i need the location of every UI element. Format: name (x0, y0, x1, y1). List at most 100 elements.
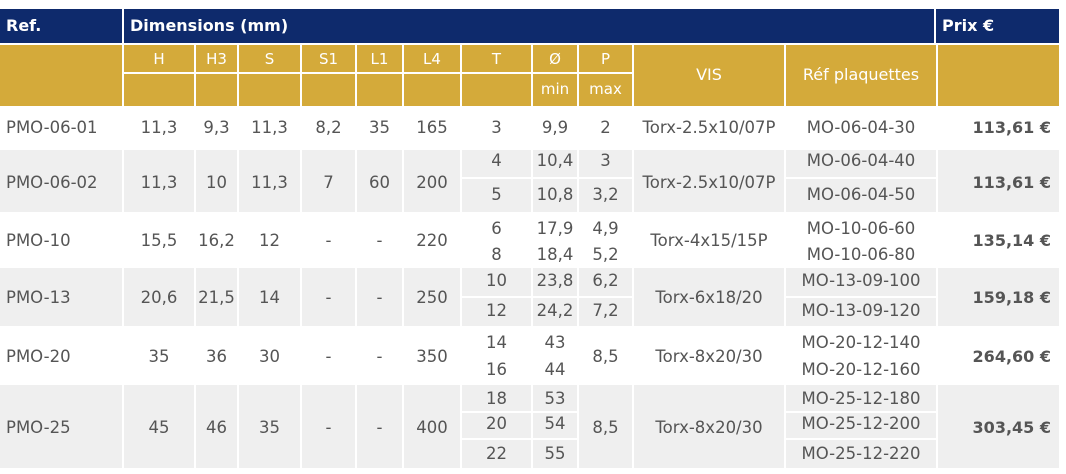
cell-diam: 43 (544, 333, 566, 352)
cell-T: 10 (486, 271, 507, 290)
cell-H: 20,6 (140, 288, 178, 307)
cell-P: 8,5 (592, 347, 619, 366)
row-ref: PMO-06-02 (6, 173, 98, 192)
cell-T: 22 (486, 444, 507, 463)
row-ref: PMO-06-01 (6, 118, 98, 137)
cell-P: 3,2 (592, 185, 619, 204)
cell-plaquette: MO-10-06-80 (806, 245, 916, 264)
cell-plaquette: MO-13-09-100 (801, 271, 921, 290)
subheader-split (124, 72, 634, 74)
row-bg (0, 385, 1059, 468)
cell-plaquette: MO-25-12-220 (801, 444, 921, 463)
cell-T: 4 (491, 151, 502, 170)
col-plaquettes: Réf plaquettes (802, 65, 920, 84)
col-vis: VIS (696, 65, 722, 84)
cell-price: 264,60 € (972, 347, 1051, 366)
cell-H: 11,3 (140, 173, 178, 192)
cell-S: 35 (259, 418, 280, 437)
cell-diam: 18,4 (536, 245, 574, 264)
cell-S: 30 (259, 347, 280, 366)
col-L4: L4 (423, 50, 441, 68)
cell-S: 11,3 (251, 173, 288, 192)
cell-plaquette: MO-13-09-120 (801, 301, 921, 320)
row-bg (0, 150, 1059, 212)
cell-L1: - (376, 418, 383, 437)
cell-L4: 350 (416, 347, 448, 366)
cell-T: 3 (491, 118, 502, 137)
cell-L4: 250 (416, 288, 448, 307)
cell-H: 15,5 (140, 231, 178, 250)
cell-S1: - (325, 288, 332, 307)
cell-P: 5,2 (592, 245, 619, 264)
col-L1: L1 (370, 50, 389, 68)
cell-S1: - (325, 231, 332, 250)
header-ref: Ref. (0, 9, 122, 43)
cell-P: 6,2 (592, 271, 619, 290)
cell-L4: 165 (416, 118, 448, 137)
cell-price: 303,45 € (972, 418, 1051, 437)
cell-plaquette: MO-25-12-180 (801, 389, 921, 408)
cell-T: 6 (491, 219, 502, 238)
row-ref: PMO-10 (6, 231, 71, 250)
row-ref: PMO-25 (6, 418, 71, 437)
cell-diam: 10,8 (536, 185, 574, 204)
cell-S: 11,3 (251, 118, 288, 137)
cell-P: 3 (600, 151, 611, 170)
col-diam: Ø (549, 50, 561, 68)
cell-H: 45 (148, 418, 170, 437)
cell-vis: Torx-8x20/30 (655, 418, 763, 437)
cell-vis: Torx-8x20/30 (655, 347, 763, 366)
cell-diam: 17,9 (536, 219, 574, 238)
cell-P: 4,9 (592, 219, 619, 238)
cell-L4: 400 (416, 418, 448, 437)
col-P-max: max (589, 80, 622, 98)
cell-price: 159,18 € (972, 288, 1051, 307)
header-dimensions: Dimensions (mm) (124, 9, 934, 43)
cell-T: 14 (486, 333, 507, 352)
col-H3: H3 (206, 50, 227, 68)
cell-plaquette: MO-06-04-50 (806, 185, 916, 204)
cell-S1: - (325, 347, 332, 366)
cell-diam: 54 (544, 414, 566, 433)
row-ref: PMO-20 (6, 347, 71, 366)
cell-P: 2 (600, 118, 611, 137)
cell-diam: 9,9 (541, 118, 569, 137)
cell-L1: - (376, 347, 383, 366)
col-P: P (600, 50, 611, 68)
cell-diam: 24,2 (536, 301, 574, 320)
cell-H: 35 (148, 347, 170, 366)
cell-L1: 35 (369, 118, 390, 137)
cell-H3: 21,5 (198, 288, 235, 307)
cell-S1: - (325, 418, 332, 437)
cell-H3: 46 (206, 418, 227, 437)
cell-vis: Torx-2.5x10/07P (642, 173, 776, 192)
cell-H: 11,3 (140, 118, 178, 137)
cell-T: 18 (486, 389, 507, 408)
col-S1: S1 (318, 50, 339, 68)
cell-plaquette: MO-10-06-60 (806, 219, 916, 238)
cell-vis: Torx-6x18/20 (655, 288, 763, 307)
cell-price: 113,61 € (972, 173, 1051, 192)
cell-S1: 8,2 (315, 118, 342, 137)
cell-price: 113,61 € (972, 118, 1051, 137)
subheader-band (0, 45, 1059, 106)
row-ref: PMO-13 (6, 288, 71, 307)
cell-diam: 55 (544, 444, 566, 463)
cell-P: 7,2 (592, 301, 619, 320)
cell-T: 12 (486, 301, 507, 320)
cell-vis: Torx-2.5x10/07P (642, 118, 776, 137)
cell-S: 12 (259, 231, 280, 250)
cell-T: 16 (486, 360, 507, 379)
col-T: T (491, 50, 502, 68)
cell-P: 8,5 (592, 418, 619, 437)
col-diam-min: min (540, 80, 570, 98)
col-H: H (153, 50, 165, 68)
cell-diam: 44 (544, 360, 566, 379)
cell-H3: 16,2 (198, 231, 235, 250)
cell-S: 14 (259, 288, 280, 307)
header-price: Prix € (936, 9, 1059, 43)
cell-plaquette: MO-20-12-140 (801, 333, 921, 352)
cell-T: 5 (491, 185, 502, 204)
cell-L4: 200 (416, 173, 448, 192)
